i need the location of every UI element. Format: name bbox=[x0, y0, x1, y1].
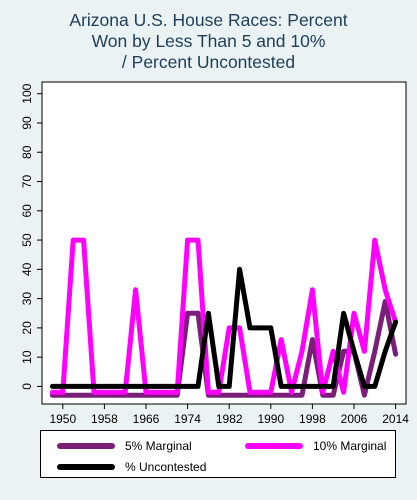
x-tick-label: 1958 bbox=[91, 412, 118, 426]
y-axis: 0 10 20 30 40 50 60 70 80 90 100 bbox=[20, 83, 42, 390]
legend-swatch-uncontested bbox=[57, 464, 115, 470]
y-tick-label: 30 bbox=[20, 292, 34, 306]
legend-item-5pct-marginal: 5% Marginal bbox=[57, 438, 192, 454]
x-tick-label: 1990 bbox=[257, 412, 284, 426]
x-tick-label: 1950 bbox=[49, 412, 76, 426]
title-line-2: Won by Less Than 5 and 10% bbox=[91, 31, 326, 51]
legend-item-uncontested: % Uncontested bbox=[57, 459, 206, 475]
legend: 5% Marginal 10% Marginal % Uncontested bbox=[40, 430, 396, 478]
y-tick-label: 20 bbox=[20, 321, 34, 335]
x-axis: 1950 1958 1966 1974 1982 1990 1998 2006 2014 bbox=[49, 404, 409, 426]
legend-swatch-10pct-marginal bbox=[245, 443, 303, 449]
title-line-1: Arizona U.S. House Races: Percent bbox=[69, 10, 348, 30]
x-tick-label: 1998 bbox=[299, 412, 326, 426]
y-tick-label: 70 bbox=[20, 175, 34, 189]
x-tick-label: 1974 bbox=[174, 412, 201, 426]
series-line-uncontested bbox=[49, 266, 399, 389]
series-lines bbox=[49, 237, 399, 398]
x-tick-label: 1966 bbox=[133, 412, 160, 426]
y-tick-label: 0 bbox=[20, 383, 34, 390]
legend-item-10pct-marginal: 10% Marginal bbox=[245, 438, 386, 454]
title-line-3: / Percent Uncontested bbox=[121, 52, 296, 72]
x-tick-label: 2014 bbox=[382, 412, 409, 426]
y-tick-label: 80 bbox=[20, 145, 34, 159]
series-line-10pct-marginal bbox=[49, 237, 399, 395]
legend-swatch-5pct-marginal bbox=[57, 443, 115, 449]
x-tick-label: 2006 bbox=[341, 412, 368, 426]
chart-title: Arizona U.S. House Races: Percent Won by… bbox=[0, 10, 417, 73]
legend-label-5pct-marginal: 5% Marginal bbox=[125, 439, 192, 453]
legend-label-uncontested: % Uncontested bbox=[125, 460, 207, 474]
y-tick-label: 40 bbox=[20, 262, 34, 276]
y-tick-label: 60 bbox=[20, 204, 34, 218]
y-tick-label: 100 bbox=[20, 83, 34, 103]
legend-label-10pct-marginal: 10% Marginal bbox=[313, 439, 387, 453]
y-tick-label: 50 bbox=[20, 233, 34, 247]
x-tick-label: 1982 bbox=[216, 412, 243, 426]
y-tick-label: 90 bbox=[20, 116, 34, 130]
y-tick-label: 10 bbox=[20, 350, 34, 364]
